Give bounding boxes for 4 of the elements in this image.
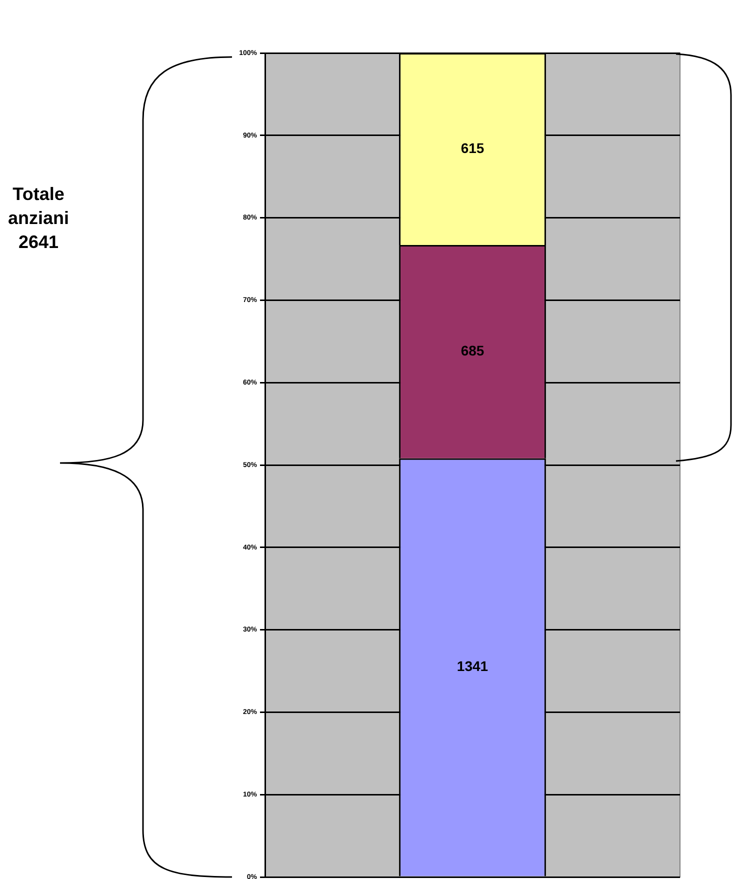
annotation: 615 xyxy=(460,140,484,156)
annotation: 1341 xyxy=(456,658,488,674)
text: Totale anziani 2641 xyxy=(8,183,70,254)
annotation: 685 xyxy=(460,342,484,359)
